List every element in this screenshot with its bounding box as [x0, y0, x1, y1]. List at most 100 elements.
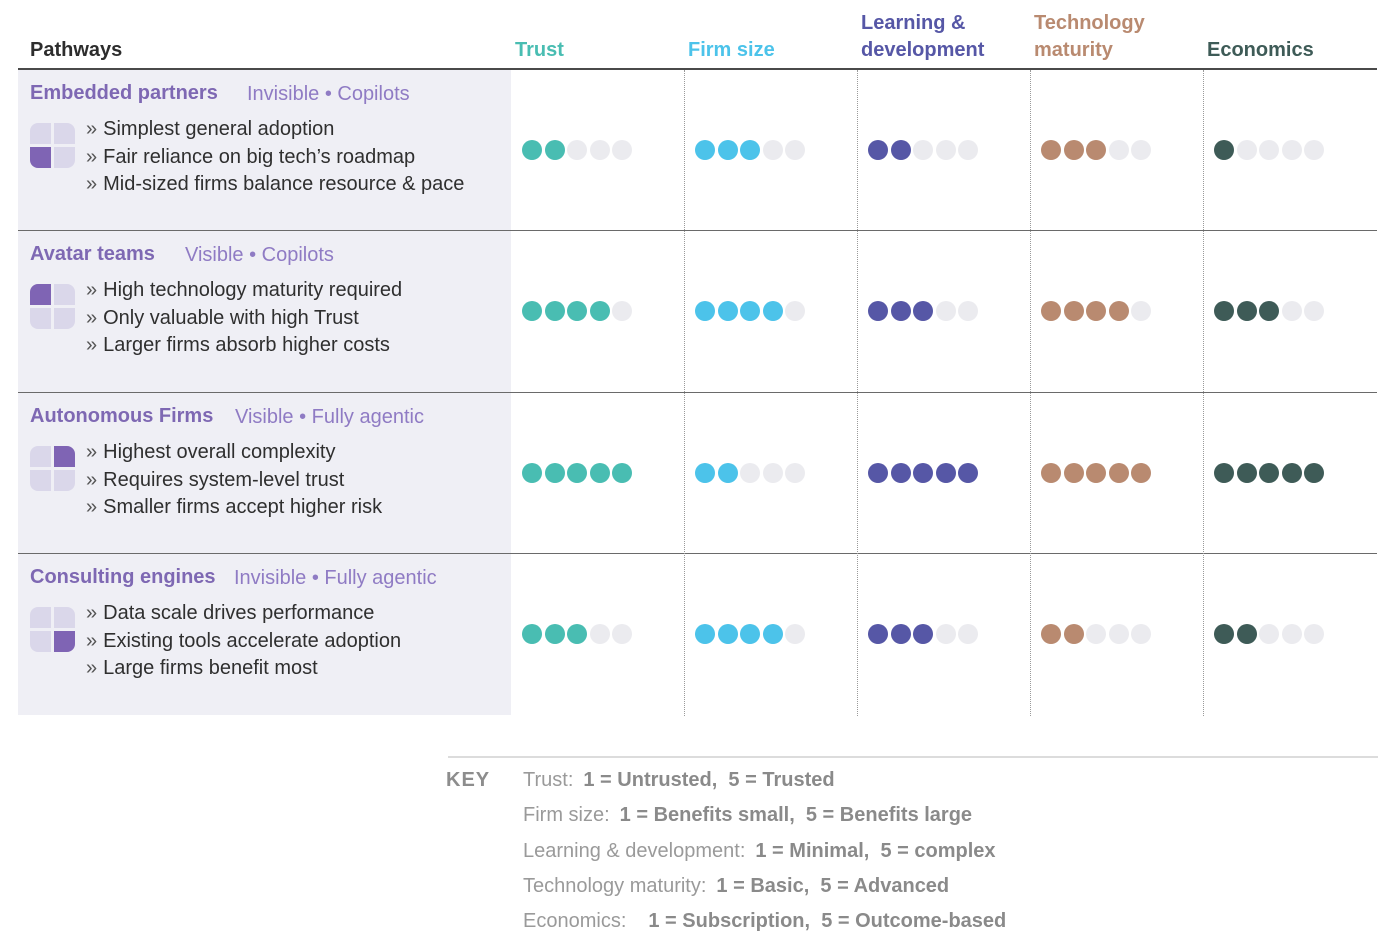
rating-dot-filled — [1041, 140, 1061, 160]
rating-dot-filled — [717, 301, 738, 321]
rating-dot-empty — [1281, 140, 1302, 160]
rating-dot-filled — [868, 301, 888, 321]
rating-dot-empty — [1131, 140, 1151, 160]
pathway-row-embedded-partners: Embedded partners Invisible • Copilots »… — [18, 70, 1377, 231]
column-divider — [1203, 70, 1204, 716]
key-line-firm-size: Firm size: 1 = Benefits small, 5 = Benefi… — [523, 804, 972, 827]
rating-technology — [1041, 624, 1156, 644]
bullet-item: » Requires system-level trust — [86, 468, 345, 491]
bullet-item: » Only valuable with high Trust — [86, 306, 359, 329]
key-label: Firm size: — [523, 804, 610, 826]
rating-dot-empty — [1281, 624, 1302, 644]
rating-economics — [1214, 463, 1329, 483]
rating-learning — [868, 624, 983, 644]
rating-dot-filled — [589, 463, 610, 483]
rating-trust — [522, 140, 637, 160]
pathway-name: Autonomous Firms — [30, 405, 214, 427]
rating-trust — [522, 463, 637, 483]
header-trust: Trust — [515, 37, 564, 64]
rating-dot-filled — [740, 624, 760, 644]
rating-dot-filled — [1214, 140, 1234, 160]
row-divider — [18, 230, 1377, 231]
rating-dot-filled — [1041, 463, 1061, 483]
header-pathways: Pathways — [30, 39, 123, 61]
rating-dot-empty — [740, 463, 760, 483]
rating-dot-filled — [544, 140, 565, 160]
rating-dot-empty — [935, 624, 956, 644]
rating-dot-filled — [1086, 463, 1106, 483]
rating-dot-filled — [1236, 624, 1257, 644]
rating-dot-empty — [935, 301, 956, 321]
key-label: Trust: — [523, 769, 574, 791]
rating-dot-filled — [695, 463, 715, 483]
rating-dot-empty — [958, 301, 978, 321]
key-line-economics: Economics: 1 = Subscription, 5 = Outcome-… — [523, 910, 1006, 933]
rating-dot-filled — [1214, 301, 1234, 321]
rating-dot-filled — [1041, 624, 1061, 644]
rating-dot-empty — [1304, 140, 1324, 160]
pathway-info-panel: Autonomous Firms Visible • Fully agentic… — [18, 393, 511, 554]
rating-dot-filled — [1259, 301, 1279, 321]
bullet-item: » Fair reliance on big tech’s roadmap — [86, 145, 416, 168]
rating-dot-empty — [785, 301, 805, 321]
rating-dot-filled — [1108, 301, 1129, 321]
rating-dot-empty — [567, 140, 587, 160]
rating-dot-filled — [1108, 463, 1129, 483]
rating-dot-filled — [1041, 301, 1061, 321]
pathway-bullets: » Highest overall complexity » Requires sy… — [86, 439, 382, 522]
bullet-item: » Existing tools accelerate adoption — [86, 629, 402, 652]
rating-dot-filled — [913, 463, 933, 483]
rating-dot-filled — [567, 301, 587, 321]
rating-dot-filled — [868, 140, 888, 160]
rating-dot-empty — [1086, 624, 1106, 644]
rating-dot-empty — [1304, 624, 1324, 644]
rating-dot-filled — [762, 301, 783, 321]
header-technology-line2: maturity — [1034, 39, 1113, 61]
header-divider — [18, 68, 1377, 70]
bullet-item: » Large firms benefit most — [86, 657, 318, 679]
rating-dot-filled — [890, 301, 911, 321]
rating-dot-filled — [868, 463, 888, 483]
pathway-bullets: » Simplest general adoption » Fair relianc… — [86, 116, 464, 199]
key-low: 1 = Subscription, — [648, 910, 811, 932]
rating-dot-filled — [1236, 301, 1257, 321]
column-divider — [1030, 70, 1031, 716]
rating-dot-empty — [612, 301, 632, 321]
rating-dot-empty — [1131, 301, 1151, 321]
header-learning-line1: Learning & — [861, 12, 966, 34]
column-divider — [684, 70, 685, 716]
column-divider — [857, 70, 858, 716]
rating-dot-filled — [522, 301, 542, 321]
rating-firm-size — [695, 463, 810, 483]
row-divider — [18, 392, 1377, 393]
rating-firm-size — [695, 301, 810, 321]
header-learning-line2: development — [861, 39, 985, 61]
rating-dot-filled — [740, 301, 760, 321]
rating-dot-empty — [785, 624, 805, 644]
key-line-trust: Trust: 1 = Untrusted, 5 = Trusted — [523, 769, 835, 792]
rating-dot-filled — [740, 140, 760, 160]
key-label: Learning & development: — [523, 840, 746, 862]
header-trust-line2: Trust — [515, 39, 564, 61]
rating-dot-filled — [1086, 301, 1106, 321]
rating-dot-filled — [868, 624, 888, 644]
rating-dot-empty — [1236, 140, 1257, 160]
rating-dot-empty — [589, 624, 610, 644]
pathway-bullets: » Data scale drives performance » Existing… — [86, 600, 401, 683]
rating-dot-filled — [695, 624, 715, 644]
rating-dot-filled — [522, 624, 542, 644]
pathway-row-avatar-teams: Avatar teams Visible • Copilots » High te… — [18, 231, 1377, 392]
key-label: Economics: — [523, 910, 627, 932]
rating-dot-empty — [935, 140, 956, 160]
row-divider — [18, 553, 1377, 554]
rating-dot-empty — [1281, 301, 1302, 321]
rating-dot-empty — [1108, 140, 1129, 160]
rating-dot-filled — [522, 140, 542, 160]
rating-dot-filled — [1063, 140, 1084, 160]
rating-economics — [1214, 624, 1329, 644]
rating-dot-empty — [589, 140, 610, 160]
rating-dot-filled — [1214, 463, 1234, 483]
rating-dot-empty — [1304, 301, 1324, 321]
rating-technology — [1041, 140, 1156, 160]
pathway-tag: Visible • Copilots — [185, 244, 334, 266]
